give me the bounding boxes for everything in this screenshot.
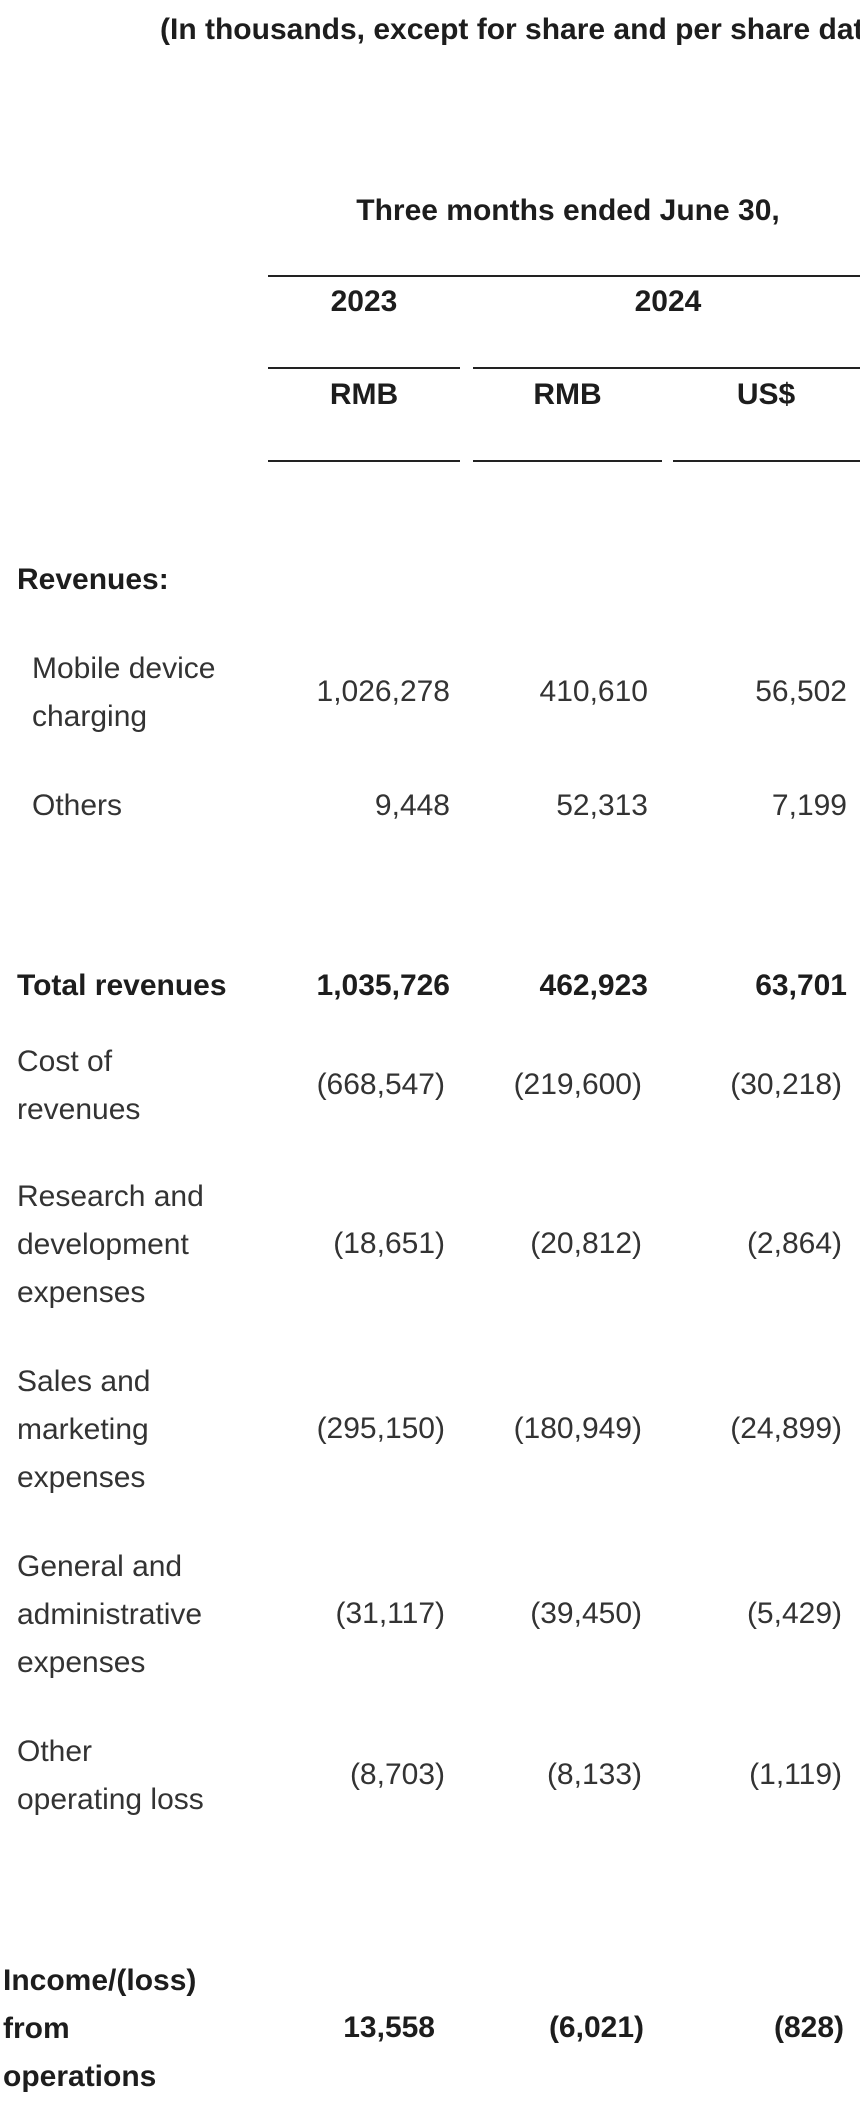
row-value-2024-rmb: (39,450) (530, 1597, 642, 1630)
row-label: Others (32, 789, 123, 822)
row-value-2023: 1,035,726 (316, 969, 450, 1002)
row-label: Total revenues (17, 969, 227, 1002)
period-header-rule (268, 275, 860, 277)
currency-rule-3 (673, 460, 860, 462)
row-value-2024-usd: (1,119) (749, 1758, 842, 1791)
row-value-2023: (8,703) (349, 1758, 445, 1791)
row-value-2024-rmb: 410,610 (539, 675, 648, 708)
year-header-2024: 2024 (634, 285, 702, 318)
row-value-2023: 9,448 (374, 789, 450, 822)
row-label: Other operating loss (17, 1735, 204, 1816)
row-label: Research and development expenses (17, 1180, 204, 1309)
row-value-2024-rmb: (180,949) (513, 1412, 642, 1445)
year-rule-2023 (268, 367, 460, 369)
row-label: Cost of revenues (17, 1045, 141, 1126)
row-value-2023: (668,547) (316, 1068, 445, 1101)
currency-rule-1 (268, 460, 460, 462)
row-value-2024-usd: (828) (773, 2011, 844, 2044)
currency-header-rmb-2023: RMB (329, 378, 399, 411)
row-value-2024-usd: (24,899) (730, 1412, 842, 1445)
row-value-2024-rmb: (6,021) (548, 2011, 644, 2044)
year-rule-2024 (473, 367, 860, 369)
row-label: General and administrative expenses (17, 1550, 203, 1679)
row-label: Income/(loss) from operations (3, 1964, 197, 2093)
row-value-2024-usd: (30,218) (730, 1068, 842, 1101)
row-value-2023: 1,026,278 (316, 675, 450, 708)
currency-rule-2 (473, 460, 662, 462)
row-value-2024-rmb: (20,812) (530, 1227, 642, 1260)
year-header-2023: 2023 (330, 285, 398, 318)
row-value-2024-usd: 63,701 (755, 969, 847, 1002)
row-value-2024-usd: (5,429) (746, 1597, 842, 1630)
row-value-2024-rmb: (8,133) (546, 1758, 642, 1791)
section-revenues: Revenues: (17, 563, 169, 596)
row-value-2023: 13,558 (343, 2011, 435, 2044)
currency-header-usd-2024: US$ (736, 378, 796, 411)
row-value-2024-rmb: (219,600) (513, 1068, 642, 1101)
row-value-2023: (18,651) (333, 1227, 445, 1260)
row-value-2023: (31,117) (335, 1597, 445, 1630)
table-caption: (In thousands, except for share and per … (160, 13, 860, 46)
row-label: Mobile device charging (32, 652, 216, 733)
row-label: Sales and marketing expenses (17, 1365, 151, 1494)
currency-header-rmb-2024: RMB (533, 378, 602, 411)
row-value-2024-usd: (2,864) (746, 1227, 842, 1260)
row-value-2024-usd: 7,199 (771, 789, 847, 822)
period-header: Three months ended June 30, (356, 194, 780, 227)
row-value-2024-rmb: 462,923 (539, 969, 648, 1002)
row-value-2024-usd: 56,502 (755, 675, 847, 708)
row-value-2023: (295,150) (316, 1412, 445, 1445)
row-value-2024-rmb: 52,313 (556, 789, 648, 822)
